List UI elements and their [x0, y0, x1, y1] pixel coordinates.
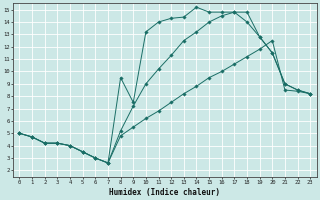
- X-axis label: Humidex (Indice chaleur): Humidex (Indice chaleur): [109, 188, 220, 197]
